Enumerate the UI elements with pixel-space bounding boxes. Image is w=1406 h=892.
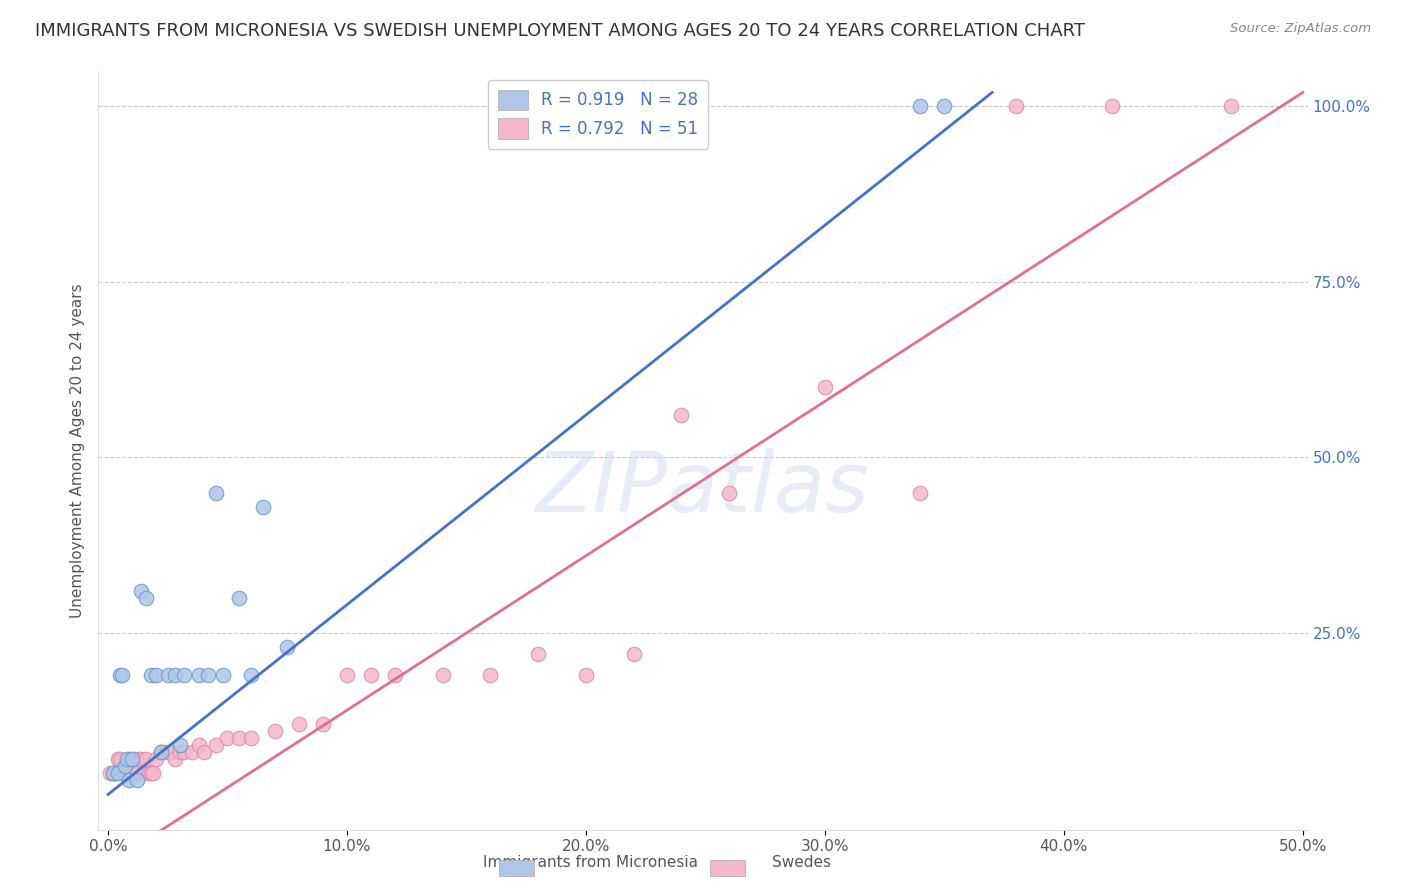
Point — [132, 766, 155, 780]
Point — [125, 773, 148, 788]
Point — [240, 731, 263, 746]
Point — [142, 766, 165, 780]
Point — [173, 668, 195, 682]
Point — [187, 668, 209, 682]
Point — [115, 766, 138, 780]
Point — [114, 759, 136, 773]
Point — [479, 668, 502, 682]
Point — [139, 766, 162, 780]
Point — [384, 668, 406, 682]
Point — [814, 380, 837, 394]
Point — [118, 752, 141, 766]
Point — [910, 485, 932, 500]
Point — [288, 717, 311, 731]
Point — [180, 745, 202, 759]
Point — [228, 591, 250, 605]
Point — [104, 766, 127, 780]
Point — [336, 668, 359, 682]
Point — [432, 668, 454, 682]
Point — [114, 766, 136, 780]
Point — [1005, 99, 1028, 113]
Point — [122, 752, 145, 766]
Point — [149, 745, 172, 759]
Point — [135, 752, 157, 766]
Point — [98, 766, 121, 780]
Point — [312, 717, 335, 731]
Point — [128, 752, 150, 766]
Point — [108, 752, 131, 766]
Point — [138, 766, 160, 780]
Point — [108, 668, 131, 682]
Point — [139, 668, 162, 682]
Point — [107, 766, 129, 780]
Point — [211, 668, 233, 682]
Point — [163, 752, 186, 766]
Point — [131, 752, 153, 766]
Point — [623, 647, 645, 661]
Point — [169, 739, 191, 753]
Point — [575, 668, 598, 682]
Point — [156, 668, 179, 682]
Point — [228, 731, 250, 746]
Point — [671, 409, 693, 423]
Point — [118, 773, 141, 788]
Point — [115, 752, 138, 766]
Point — [163, 668, 186, 682]
Point — [718, 485, 741, 500]
Point — [217, 731, 239, 746]
Point — [107, 752, 129, 766]
Point — [1220, 99, 1243, 113]
Y-axis label: Unemployment Among Ages 20 to 24 years: Unemployment Among Ages 20 to 24 years — [69, 283, 84, 618]
Text: ZIPatlas: ZIPatlas — [536, 448, 870, 529]
Point — [159, 745, 181, 759]
Point — [360, 668, 382, 682]
Point — [910, 99, 932, 113]
Legend: R = 0.919   N = 28, R = 0.792   N = 51: R = 0.919 N = 28, R = 0.792 N = 51 — [488, 79, 709, 149]
Point — [187, 739, 209, 753]
Point — [173, 745, 195, 759]
Point — [240, 668, 263, 682]
Point — [934, 99, 956, 113]
Point — [111, 668, 134, 682]
Point — [204, 739, 226, 753]
Text: Swedes: Swedes — [772, 855, 831, 870]
Point — [264, 724, 287, 739]
Point — [121, 752, 143, 766]
Point — [276, 640, 298, 654]
Point — [145, 668, 167, 682]
Point — [131, 583, 153, 598]
Point — [204, 485, 226, 500]
Text: Immigrants from Micronesia: Immigrants from Micronesia — [484, 855, 697, 870]
Point — [527, 647, 550, 661]
Point — [121, 766, 143, 780]
Point — [125, 766, 148, 780]
Point — [193, 745, 215, 759]
Point — [145, 752, 167, 766]
Text: IMMIGRANTS FROM MICRONESIA VS SWEDISH UNEMPLOYMENT AMONG AGES 20 TO 24 YEARS COR: IMMIGRANTS FROM MICRONESIA VS SWEDISH UN… — [35, 22, 1085, 40]
Point — [101, 766, 124, 780]
Point — [169, 745, 191, 759]
Point — [111, 766, 134, 780]
Point — [197, 668, 219, 682]
Point — [101, 766, 124, 780]
Point — [149, 745, 172, 759]
Point — [135, 591, 157, 605]
Point — [155, 745, 177, 759]
Point — [252, 500, 274, 514]
Text: Source: ZipAtlas.com: Source: ZipAtlas.com — [1230, 22, 1371, 36]
Point — [1101, 99, 1123, 113]
